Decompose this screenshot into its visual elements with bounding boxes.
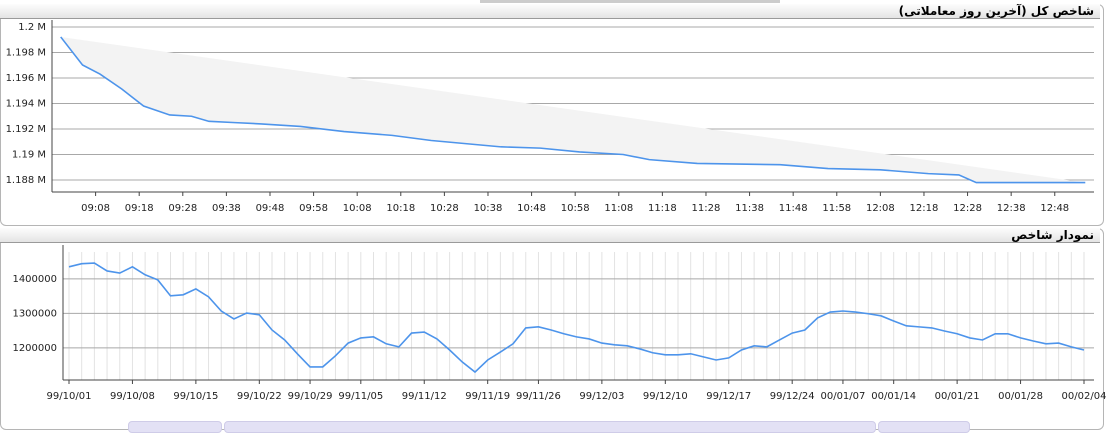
x-tick-label: 11:38 (735, 203, 764, 214)
panel-title: نمودار شاخص (0, 228, 1100, 243)
x-tick-label: 09:18 (125, 203, 154, 214)
x-tick-label: 11:58 (822, 203, 851, 214)
x-tick-label: 99/11/26 (516, 391, 561, 402)
x-tick-label: 09:38 (212, 203, 241, 214)
top-strip (480, 0, 780, 3)
y-tick-label: 1.198 M (6, 48, 46, 59)
x-tick-label: 10:08 (343, 203, 372, 214)
x-tick-label: 12:48 (1040, 203, 1069, 214)
x-tick-label: 10:48 (517, 203, 546, 214)
x-tick-label: 09:48 (256, 203, 285, 214)
y-tick-label: 1.19 M (12, 150, 46, 161)
y-tick-label: 1.188 M (6, 175, 46, 186)
y-tick-label: 1.2 M (18, 22, 46, 33)
x-tick-label: 10:28 (430, 203, 459, 214)
x-tick-label: 99/12/17 (706, 391, 751, 402)
x-tick-label: 99/11/12 (402, 391, 447, 402)
x-tick-label: 99/10/22 (237, 391, 282, 402)
x-tick-label: 11:08 (604, 203, 633, 214)
line (60, 36, 1086, 184)
x-tick-label: 99/10/29 (288, 391, 333, 402)
x-tick-label: 99/10/01 (47, 391, 92, 402)
x-tick-label: 10:58 (561, 203, 590, 214)
x-tick-label: 00/02/04 (1062, 391, 1107, 402)
x-tick-label: 12:28 (953, 203, 982, 214)
x-tick-label: 10:38 (474, 203, 503, 214)
x-tick-label: 00/01/14 (871, 391, 916, 402)
x-tick-label: 99/11/19 (465, 391, 510, 402)
x-tick-label: 99/12/10 (643, 391, 688, 402)
x-tick-label: 12:18 (910, 203, 939, 214)
panel-title: شاخص کل (آخرین روز معاملاتی) (0, 4, 1100, 19)
x-tick-label: 99/11/05 (338, 391, 383, 402)
range-shade (60, 36, 1086, 183)
line (68, 262, 1085, 374)
y-tick-label: 1.196 M (6, 73, 46, 84)
y-tick-label: 1.194 M (6, 99, 46, 110)
x-tick-label: 12:38 (997, 203, 1026, 214)
y-tick-label: 1400000 (12, 274, 57, 285)
x-tick-label: 09:58 (299, 203, 328, 214)
x-tick-label: 11:48 (779, 203, 808, 214)
x-tick-label: 00/01/28 (998, 391, 1043, 402)
x-tick-label: 10:18 (386, 203, 415, 214)
x-tick-label: 00/01/21 (935, 391, 980, 402)
x-tick-label: 09:08 (81, 203, 110, 214)
panel-chart (0, 228, 1104, 430)
x-tick-label: 00/01/07 (820, 391, 865, 402)
x-tick-label: 12:08 (866, 203, 895, 214)
x-tick-label: 99/10/15 (173, 391, 218, 402)
x-tick-label: 11:28 (692, 203, 721, 214)
x-tick-label: 11:18 (648, 203, 677, 214)
y-tick-label: 1200000 (12, 343, 57, 354)
x-tick-label: 99/12/24 (770, 391, 815, 402)
x-tick-label: 09:28 (168, 203, 197, 214)
y-tick-label: 1300000 (12, 308, 57, 319)
x-tick-label: 99/12/03 (579, 391, 624, 402)
x-tick-label: 99/10/08 (110, 391, 155, 402)
y-tick-label: 1.192 M (6, 124, 46, 135)
